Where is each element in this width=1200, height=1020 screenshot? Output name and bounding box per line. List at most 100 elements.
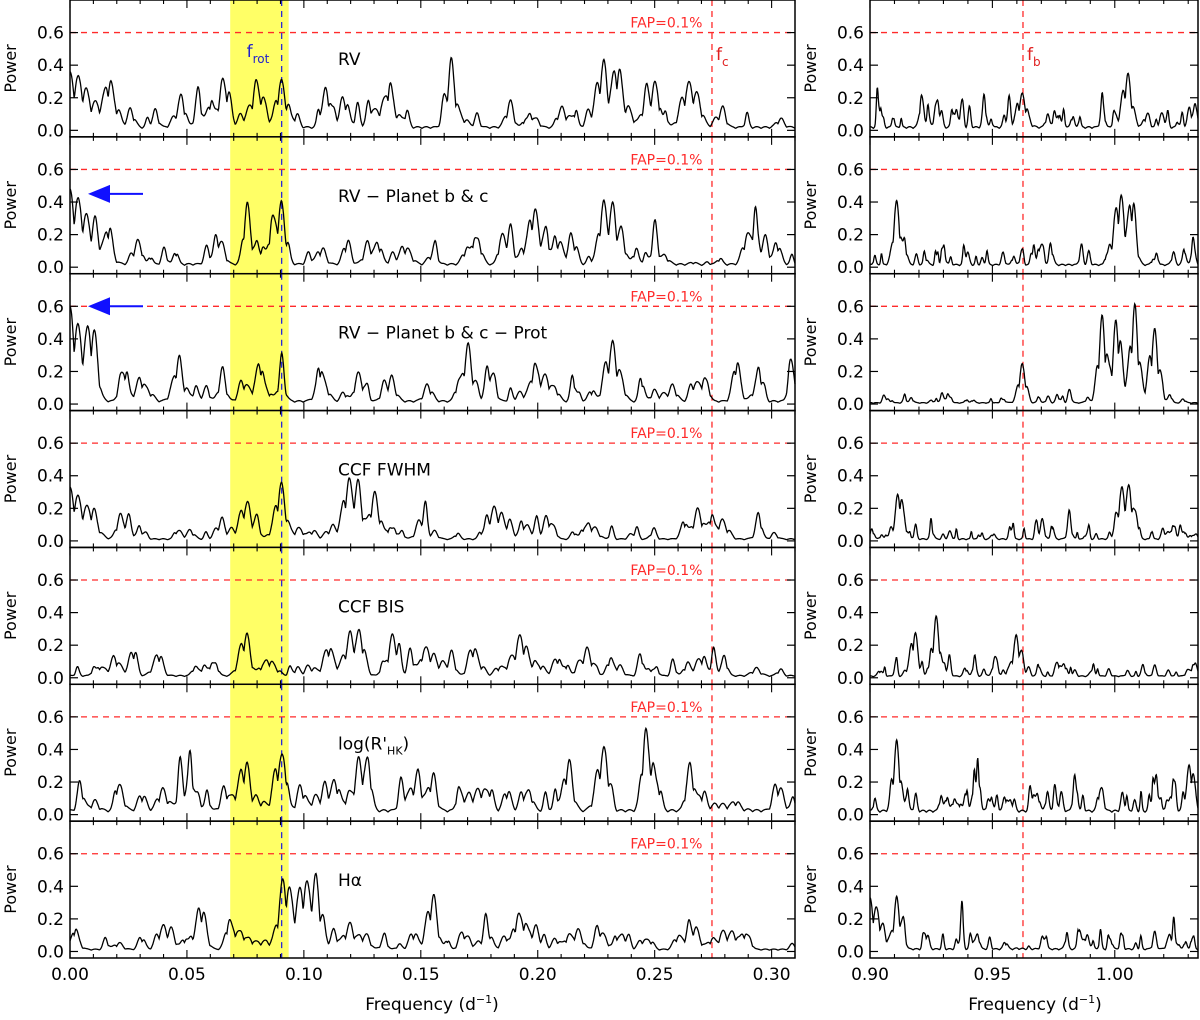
y-tick-label: 0.6 <box>37 24 64 44</box>
label-sub: HK <box>387 744 403 757</box>
y-axis-title: Power <box>801 181 820 230</box>
periodogram-curve <box>70 726 796 813</box>
x-tick-label: 1.00 <box>1096 965 1134 985</box>
periodogram-curve <box>870 301 1199 404</box>
fap-label: FAP=0.1% <box>630 700 702 716</box>
y-tick-label: 0.6 <box>37 434 64 454</box>
panel-left-5: FAP=0.1% 0.0 0.2 0.4 0.6 Power CCF BIS <box>1 546 796 689</box>
y-tick-label: 0.0 <box>837 258 864 278</box>
fc-sub: c <box>722 55 729 69</box>
y-tick-label: 0.2 <box>837 636 864 656</box>
x-tick-label: 0.30 <box>753 965 791 985</box>
frot-sub: rot <box>253 52 270 66</box>
y-tick-label: 0.2 <box>837 89 864 109</box>
y-tick-label: 0.2 <box>37 910 64 930</box>
y-tick-label: 0.2 <box>37 773 64 793</box>
fc-f: f <box>716 45 723 65</box>
panel-label: CCF FWHM <box>338 461 431 481</box>
fc-label: fc <box>716 45 729 69</box>
y-axis-title: Power <box>1 865 20 914</box>
y-tick-label: 0.4 <box>837 330 864 350</box>
label-main: log(R' <box>338 734 387 754</box>
x-tick-label: 0.00 <box>51 965 89 985</box>
y-tick-label: 0.0 <box>37 532 64 552</box>
panel-label: Hα <box>338 871 362 891</box>
y-axis-title: Power <box>801 865 820 914</box>
y-tick-label: 0.2 <box>837 910 864 930</box>
periodogram-curve <box>69 872 796 951</box>
x-tick-label: 0.25 <box>636 965 674 985</box>
y-tick-label: 0.4 <box>837 877 864 897</box>
periodogram-curve <box>869 894 1199 951</box>
panel-right-4: 0.0 0.2 0.4 0.6 Power <box>801 409 1199 552</box>
y-tick-label: 0.4 <box>837 193 864 213</box>
panel-left-2: FAP=0.1% 0.0 0.2 0.4 0.6 Power RV − Planet b &… <box>1 136 796 278</box>
y-tick-label: 0.6 <box>37 845 64 865</box>
frot-f: f <box>247 42 254 62</box>
panel-right-5: 0.0 0.2 0.4 0.6 Power <box>801 546 1199 689</box>
periodogram-curve <box>69 56 796 130</box>
rotation-band <box>230 684 289 822</box>
y-tick-label: 0.6 <box>37 708 64 728</box>
periodogram-curve <box>70 628 796 678</box>
x-tick-label: 0.15 <box>402 965 440 985</box>
y-tick-label: 0.2 <box>37 89 64 109</box>
panel-label: RV − Planet b & c <box>338 187 488 207</box>
fap-label: FAP=0.1% <box>630 837 702 853</box>
x-tick-label: 0.20 <box>519 965 557 985</box>
periodogram-curve <box>69 188 796 267</box>
panel-left-6: FAP=0.1% 0.0 0.2 0.4 0.6 Power log(R'HK) <box>1 683 796 826</box>
panel-right-3: 0.0 0.2 0.4 0.6 Power <box>801 272 1199 415</box>
y-tick-label: 0.0 <box>837 806 864 826</box>
panel-left-7: FAP=0.1% 0.0 0.2 0.4 0.6 Power Hα 0.00 0.05 0.10 0… <box>1 820 796 985</box>
panel-frame <box>869 136 1199 275</box>
y-tick-label: 0.4 <box>37 467 64 487</box>
x-tick-label: 0.10 <box>285 965 323 985</box>
periodogram-curve <box>869 483 1199 541</box>
y-tick-label: 0.6 <box>837 434 864 454</box>
fap-label: FAP=0.1% <box>630 289 702 305</box>
fap-label: FAP=0.1% <box>630 152 702 168</box>
y-tick-label: 0.4 <box>837 740 864 760</box>
y-tick-label: 0.4 <box>837 467 864 487</box>
y-tick-label: 0.6 <box>37 160 64 180</box>
y-tick-label: 0.6 <box>837 845 864 865</box>
label-close: ) <box>403 734 410 754</box>
periodogram-curve <box>69 305 796 403</box>
y-tick-label: 0.4 <box>837 604 864 624</box>
y-tick-label: 0.4 <box>37 56 64 76</box>
frot-label: frot <box>247 42 270 66</box>
panel-frame <box>69 820 796 959</box>
y-tick-label: 0.0 <box>37 942 64 962</box>
periodogram-curve <box>870 72 1199 130</box>
y-axis-title: Power <box>801 728 820 777</box>
fap-label: FAP=0.1% <box>630 16 702 32</box>
y-axis-title: Power <box>1 591 20 640</box>
rotation-band <box>230 273 289 411</box>
y-axis-title: Power <box>801 591 820 640</box>
y-axis-title: Power <box>1 318 20 367</box>
rotation-band <box>230 547 289 685</box>
panel-right-1: 0.0 0.2 0.4 0.6 Power fb <box>801 0 1199 141</box>
y-tick-label: 0.0 <box>37 806 64 826</box>
x-tick-label: 0.05 <box>168 965 206 985</box>
panel-right-7: 0.0 0.2 0.4 0.6 Power 0.90 0.95 1.00 <box>801 820 1199 985</box>
y-tick-label: 0.0 <box>37 258 64 278</box>
panel-frame <box>869 820 1199 959</box>
periodogram-curve <box>69 477 796 541</box>
y-tick-label: 0.0 <box>37 669 64 689</box>
y-tick-label: 0.0 <box>837 942 864 962</box>
panel-label: CCF BIS <box>338 597 404 617</box>
x-tick-label: 0.95 <box>973 965 1011 985</box>
y-tick-label: 0.0 <box>837 669 864 689</box>
arrow-head <box>88 297 110 316</box>
periodogram-curve <box>869 738 1199 813</box>
y-tick-label: 0.2 <box>37 226 64 246</box>
y-tick-label: 0.4 <box>37 604 64 624</box>
arrow-head <box>88 184 110 203</box>
y-tick-label: 0.4 <box>37 877 64 897</box>
y-tick-label: 0.6 <box>837 297 864 317</box>
fb-f: f <box>1027 45 1034 65</box>
